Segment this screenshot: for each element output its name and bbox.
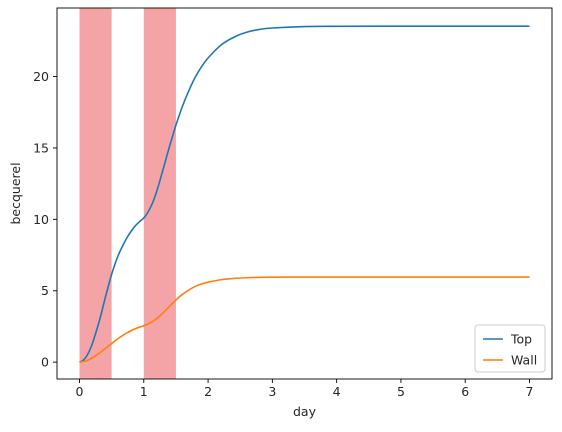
x-tick-label: 4 xyxy=(333,384,341,399)
x-tick-label: 6 xyxy=(461,384,469,399)
shaded-band-1 xyxy=(79,8,112,379)
x-axis-label: day xyxy=(293,404,317,419)
legend: Top Wall xyxy=(474,324,546,373)
series-lines xyxy=(79,25,530,363)
y-axis-ticks: 0 5 10 15 20 xyxy=(33,69,57,370)
y-tick-label: 0 xyxy=(41,355,49,370)
shaded-band-2 xyxy=(143,8,176,379)
x-tick-label: 5 xyxy=(397,384,405,399)
x-tick-label: 1 xyxy=(140,384,148,399)
series-line-wall xyxy=(79,276,530,363)
x-tick-label: 2 xyxy=(204,384,212,399)
y-tick-label: 15 xyxy=(33,140,49,155)
x-tick-label: 7 xyxy=(526,384,534,399)
series-line-top xyxy=(79,25,530,363)
x-tick-label: 0 xyxy=(76,384,84,399)
y-tick-label: 10 xyxy=(33,212,49,227)
y-tick-label: 20 xyxy=(33,69,49,84)
shaded-bands xyxy=(79,8,176,379)
plot-frame xyxy=(56,7,553,380)
y-axis-label: becquerel xyxy=(8,162,23,224)
y-tick-label: 5 xyxy=(41,283,49,298)
x-axis-ticks: 0 1 2 3 4 5 6 7 xyxy=(76,379,534,399)
legend-label-wall: Wall xyxy=(511,353,537,368)
legend-label-top: Top xyxy=(510,332,532,347)
x-tick-label: 3 xyxy=(268,384,276,399)
